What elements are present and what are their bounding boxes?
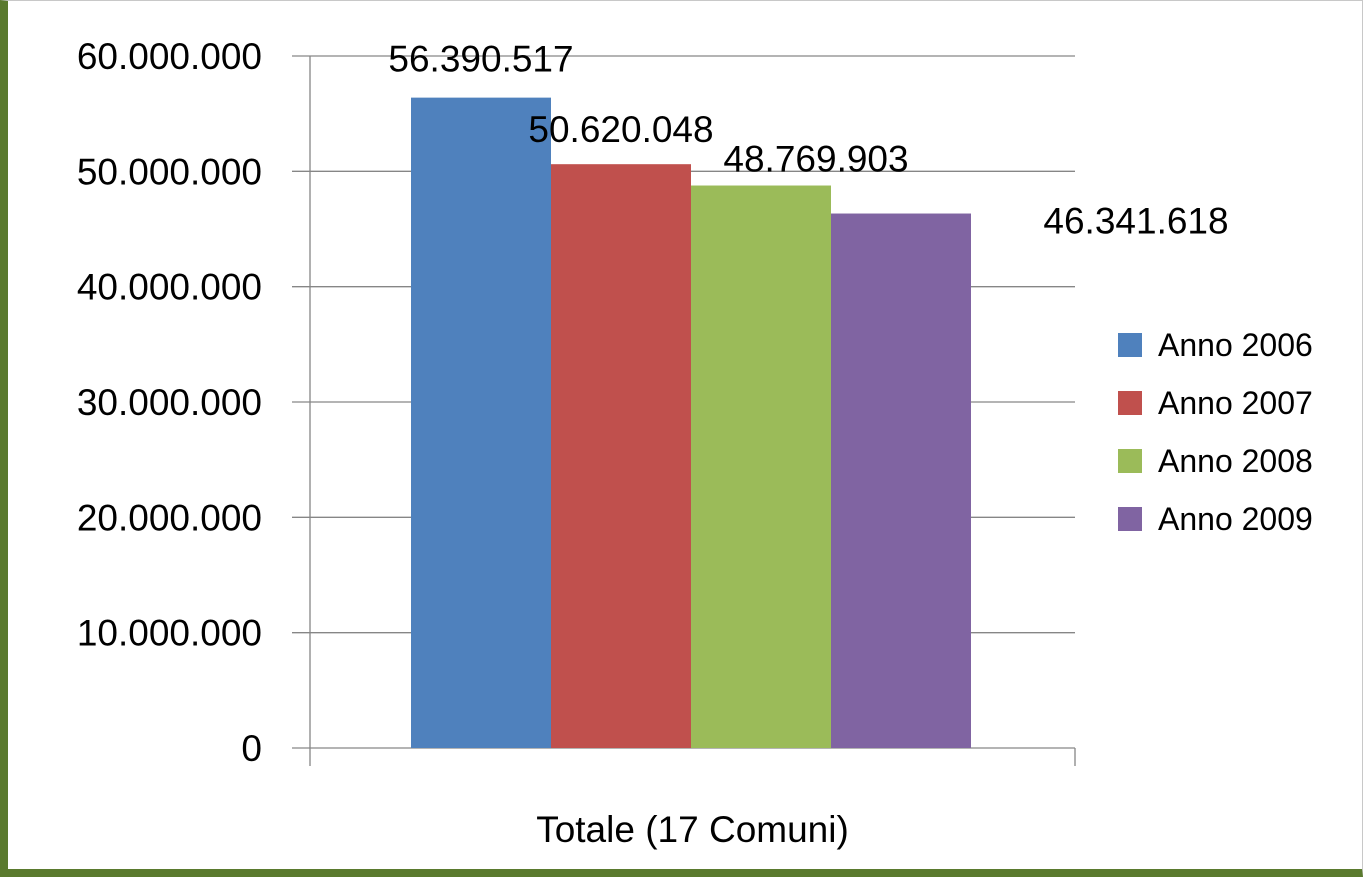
data-label: 48.769.903 <box>723 139 908 180</box>
category-label: Totale (17 Comuni) <box>536 809 849 850</box>
bar-anno-2009 <box>831 213 971 748</box>
legend-swatch <box>1118 507 1142 531</box>
data-label: 56.390.517 <box>388 39 573 80</box>
y-tick-label: 30.000.000 <box>77 382 262 423</box>
y-tick-label: 0 <box>241 728 262 769</box>
data-label: 46.341.618 <box>1043 201 1228 242</box>
legend-swatch <box>1118 391 1142 415</box>
y-tick-label: 40.000.000 <box>77 267 262 308</box>
y-tick-labels: 0 10.000.000 20.000.000 30.000.000 40.000.00… <box>77 36 262 769</box>
bar-anno-2007 <box>551 164 691 748</box>
y-tick-label: 60.000.000 <box>77 36 262 77</box>
y-tick-label: 50.000.000 <box>77 151 262 192</box>
legend-swatch <box>1118 449 1142 473</box>
legend-swatch <box>1118 333 1142 357</box>
category-labels: Totale (17 Comuni) <box>536 809 849 850</box>
data-label: 50.620.048 <box>528 109 713 150</box>
bars <box>411 97 971 748</box>
bar-anno-2006 <box>411 97 551 748</box>
bar-anno-2008 <box>691 185 831 748</box>
legend-label: Anno 2009 <box>1158 501 1313 537</box>
legend-label: Anno 2008 <box>1158 443 1313 479</box>
y-tick-label: 10.000.000 <box>77 613 262 654</box>
legend: Anno 2006 Anno 2007 Anno 2008 Anno 2009 <box>1118 327 1313 537</box>
legend-label: Anno 2007 <box>1158 385 1313 421</box>
y-tick-label: 20.000.000 <box>77 497 262 538</box>
legend-label: Anno 2006 <box>1158 327 1313 363</box>
